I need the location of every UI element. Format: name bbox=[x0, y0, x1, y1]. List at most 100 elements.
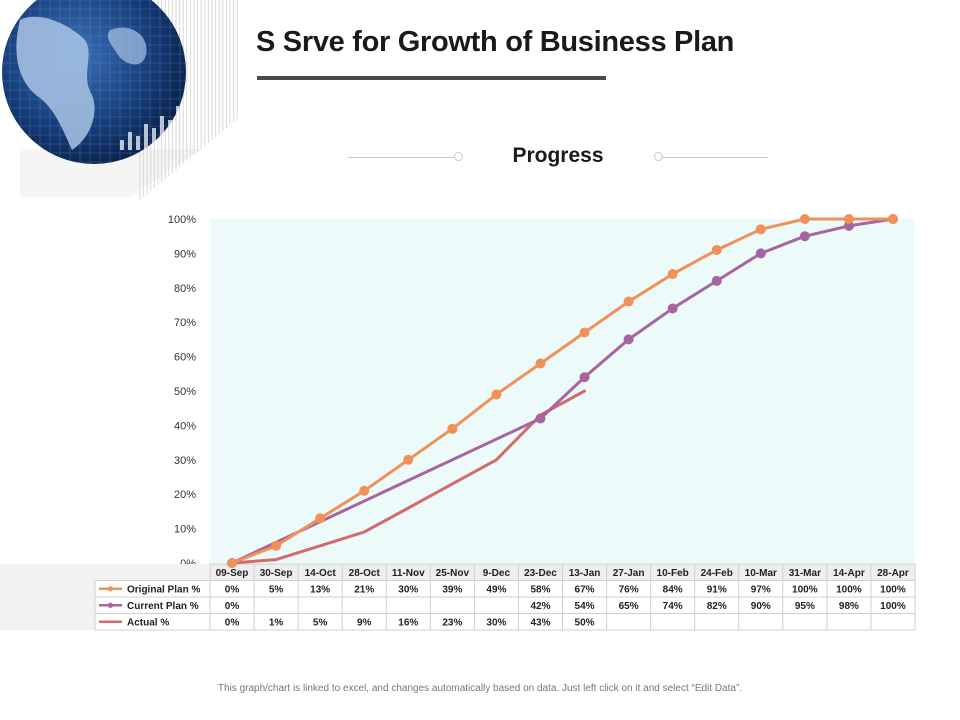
legend-key-marker bbox=[107, 586, 114, 592]
chart-title-row: Progress bbox=[348, 140, 768, 176]
data-point-original-plan bbox=[447, 423, 458, 434]
x-category-label: 25-Nov bbox=[436, 568, 470, 579]
chart-title-dot-left bbox=[454, 152, 463, 161]
data-table-cell: 82% bbox=[707, 601, 727, 612]
data-point-current-plan bbox=[799, 231, 810, 242]
data-table-cell: 30% bbox=[398, 585, 418, 596]
data-table-cell: 100% bbox=[836, 585, 862, 596]
data-point-original-plan bbox=[887, 214, 898, 224]
data-point-original-plan bbox=[535, 358, 546, 369]
data-table-cell: 0% bbox=[225, 618, 240, 629]
x-category-label: 28-Apr bbox=[877, 568, 909, 579]
plot-area bbox=[210, 219, 915, 563]
x-category-label: 11-Nov bbox=[392, 568, 425, 579]
data-table-cell: 100% bbox=[880, 601, 906, 612]
x-category-label: 28-Oct bbox=[349, 568, 381, 579]
chart-title-line-left bbox=[348, 157, 454, 158]
data-point-original-plan bbox=[359, 485, 370, 496]
data-point-original-plan bbox=[711, 244, 722, 255]
data-table-cell: 0% bbox=[225, 601, 240, 612]
data-table-cell: 49% bbox=[486, 585, 506, 596]
x-category-label: 27-Jan bbox=[613, 568, 645, 579]
series-line-original-plan bbox=[230, 217, 895, 565]
data-point-current-plan bbox=[579, 372, 590, 383]
data-point-current-plan bbox=[535, 413, 546, 424]
data-point-current-plan bbox=[843, 220, 854, 231]
y-tick-label: 100% bbox=[168, 214, 196, 226]
data-point-original-plan bbox=[623, 296, 634, 307]
y-tick-label: 40% bbox=[174, 420, 196, 432]
data-table-cell: 50% bbox=[575, 618, 595, 629]
chart-title-dot-right bbox=[654, 152, 663, 161]
progress-chart: 0% 10% 20% 30% 40% 50% 60% 70% 80% 90% 100% 09-Sep 3… bbox=[0, 214, 916, 631]
series-line-current-plan bbox=[230, 217, 895, 565]
data-table-cell: 74% bbox=[663, 601, 683, 612]
data-table-cell: 16% bbox=[398, 618, 418, 629]
data-point-original-plan bbox=[799, 214, 810, 224]
data-table-cell: 100% bbox=[792, 585, 818, 596]
data-table-cell: 84% bbox=[663, 585, 683, 596]
data-point-original-plan bbox=[667, 269, 678, 280]
data-table-cell: 21% bbox=[354, 585, 374, 596]
chart-title-line-right bbox=[662, 157, 768, 158]
x-category-label: 14-Oct bbox=[305, 568, 337, 579]
x-category-label: 10-Feb bbox=[657, 568, 689, 579]
data-table-cell: 97% bbox=[751, 585, 771, 596]
data-table-cell: 5% bbox=[313, 618, 328, 629]
data-point-original-plan bbox=[271, 540, 282, 551]
data-point-original-plan bbox=[579, 327, 590, 338]
data-table-body bbox=[95, 580, 915, 630]
data-point-original-plan bbox=[491, 389, 502, 400]
x-category-label: 14-Apr bbox=[833, 568, 865, 579]
data-table-cell: 9% bbox=[357, 618, 372, 629]
x-category-label: 24-Feb bbox=[701, 568, 733, 579]
x-category-label: 9-Dec bbox=[483, 568, 511, 579]
data-table-cell: 42% bbox=[530, 601, 550, 612]
x-category-label: 09-Sep bbox=[216, 568, 249, 579]
legend-key-marker bbox=[107, 602, 114, 608]
data-table-cell: 13% bbox=[310, 585, 330, 596]
series-line-actual bbox=[230, 389, 586, 565]
data-table-cell: 91% bbox=[707, 585, 727, 596]
data-table-cell: 90% bbox=[751, 601, 771, 612]
footer-note: This graph/chart is linked to excel, and… bbox=[217, 683, 743, 694]
x-category-label: 10-Mar bbox=[745, 568, 777, 579]
data-point-original-plan bbox=[403, 454, 414, 465]
legend-series-name: Current Plan % bbox=[127, 601, 199, 612]
y-tick-label: 70% bbox=[174, 317, 196, 329]
data-table-cell: 95% bbox=[795, 601, 815, 612]
data-point-current-plan bbox=[667, 303, 678, 314]
legend-series-name: Original Plan % bbox=[127, 585, 200, 596]
y-tick-label: 80% bbox=[174, 283, 196, 295]
page-title: S Srve for Growth of Business Plan bbox=[256, 26, 735, 58]
y-tick-label: 30% bbox=[174, 455, 196, 467]
data-table-cell: 65% bbox=[619, 601, 639, 612]
y-tick-label: 20% bbox=[174, 489, 196, 501]
data-table-cell: 23% bbox=[442, 618, 462, 629]
data-table-cell: 43% bbox=[530, 618, 550, 629]
data-point-original-plan bbox=[315, 513, 326, 524]
data-table-cell: 5% bbox=[269, 585, 284, 596]
data-point-current-plan bbox=[755, 248, 766, 259]
data-point-current-plan bbox=[623, 334, 634, 345]
data-point-original-plan bbox=[227, 558, 238, 568]
y-tick-label: 90% bbox=[174, 248, 196, 260]
x-category-label: 30-Sep bbox=[260, 568, 293, 579]
y-tick-label: 50% bbox=[174, 386, 196, 398]
legend-series-name: Actual % bbox=[127, 618, 169, 629]
x-category-label: 31-Mar bbox=[789, 568, 821, 579]
data-point-current-plan bbox=[711, 275, 722, 286]
y-tick-label: 10% bbox=[174, 524, 196, 536]
data-point-original-plan bbox=[843, 214, 854, 224]
title-underline bbox=[257, 76, 606, 80]
data-table-cell: 67% bbox=[575, 585, 595, 596]
y-tick-label: 60% bbox=[174, 352, 196, 364]
data-table-cell: 1% bbox=[269, 618, 284, 629]
data-table-cell: 98% bbox=[839, 601, 859, 612]
data-table-cell: 39% bbox=[442, 585, 462, 596]
data-table-cell: 58% bbox=[530, 585, 550, 596]
data-table-cell: 30% bbox=[486, 618, 506, 629]
x-category-label: 23-Dec bbox=[524, 568, 557, 579]
data-table-cell: 54% bbox=[575, 601, 595, 612]
data-table-cell: 100% bbox=[880, 585, 906, 596]
